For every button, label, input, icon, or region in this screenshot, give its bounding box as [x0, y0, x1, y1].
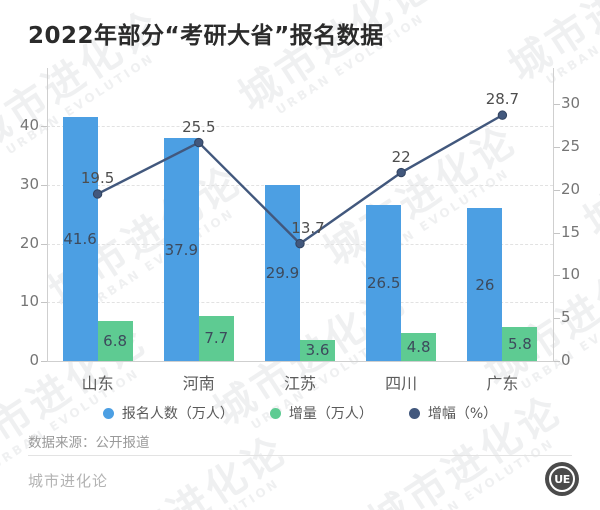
line-point — [497, 110, 508, 120]
left-axis-tick — [41, 302, 47, 304]
line-point — [295, 238, 305, 249]
bar-increase — [198, 315, 234, 361]
brand-logo-text: UE — [549, 466, 575, 492]
right-axis-tick-label: 25 — [561, 136, 581, 155]
right-axis-tick — [554, 275, 560, 277]
right-axis-tick — [554, 104, 560, 105]
brand-logo-icon: UE — [545, 462, 579, 496]
right-axis-tick — [554, 361, 560, 362]
left-axis-tick — [41, 184, 47, 186]
y-axis-left — [47, 68, 48, 361]
bar-increase-value: 6.8 — [103, 332, 128, 351]
bar-registrations — [163, 138, 199, 361]
legend-item: 报名人数（万人） — [102, 403, 234, 423]
legend-label: 报名人数（万人） — [121, 406, 234, 422]
bar-increase-value: 4.8 — [406, 337, 431, 356]
left-axis-tick-label: 40 — [19, 116, 39, 134]
legend-label: 增量（万人） — [288, 406, 373, 422]
right-axis-tick — [554, 318, 560, 320]
growth-rate-value: 19.5 — [80, 168, 115, 187]
category-label: 河南 — [182, 374, 215, 393]
footer-divider — [28, 455, 572, 456]
right-axis-tick-label: 10 — [561, 265, 581, 284]
bar-registrations-value: 29.9 — [265, 264, 300, 283]
growth-rate-value: 13.7 — [291, 218, 325, 237]
bar-increase — [502, 326, 538, 361]
legend-dot-icon — [102, 407, 114, 419]
bar-registrations-value: 26 — [475, 275, 495, 294]
bar-increase-value: 5.8 — [507, 334, 532, 353]
source-note: 数据来源：公开报道 — [28, 435, 150, 451]
bar-registrations — [366, 205, 402, 361]
growth-rate-value: 22 — [391, 147, 411, 166]
right-axis-tick — [554, 146, 560, 148]
category-label: 江苏 — [283, 374, 316, 393]
legend-item: 增幅（%） — [408, 403, 498, 423]
gridline — [47, 302, 553, 304]
watermark-en-text: URBAN EVOLUTION — [109, 463, 302, 510]
right-axis-tick — [554, 232, 560, 234]
footer-brand: 城市进化论 — [28, 472, 109, 490]
bar-increase — [401, 332, 437, 361]
line-point — [92, 189, 103, 199]
growth-rate-line — [92, 110, 508, 249]
category-label: 四川 — [385, 374, 418, 393]
left-axis-tick — [41, 361, 47, 362]
right-axis-tick-label: 0 — [561, 351, 571, 369]
bar-registrations — [467, 208, 503, 361]
bar-registrations — [62, 116, 98, 361]
left-axis-tick-label: 30 — [19, 174, 39, 193]
line-point — [396, 167, 406, 178]
left-axis-tick-label: 20 — [19, 233, 39, 252]
bar-increase — [97, 321, 133, 361]
category-label: 山东 — [81, 374, 114, 393]
legend-dot-icon — [408, 407, 420, 419]
line-point — [194, 137, 204, 148]
bar-registrations-value: 41.6 — [63, 229, 97, 248]
left-axis-tick-label: 0 — [29, 351, 39, 369]
chart-plot-area: 0 10 20 30 40 0 5 10 15 20 25 30 41.6 37.9 29.9 26.5 26 6… — [19, 68, 581, 393]
right-axis-tick-label: 15 — [561, 222, 581, 241]
y-axis-right — [553, 68, 554, 361]
page-title: 2022年部分“考研大省”报名数据 — [28, 23, 384, 49]
left-axis-tick-label: 10 — [19, 292, 39, 311]
x-axis — [47, 361, 554, 362]
left-axis-tick — [41, 126, 47, 127]
right-axis-tick — [554, 189, 560, 191]
bar-registrations-value: 37.9 — [164, 240, 198, 259]
bar-increase-value: 3.6 — [305, 341, 330, 360]
gridline — [47, 184, 553, 186]
growth-rate-value: 28.7 — [485, 90, 520, 109]
bar-increase-value: 7.7 — [204, 329, 229, 348]
category-label: 广东 — [486, 374, 519, 393]
gridline — [47, 126, 553, 127]
growth-rate-value: 25.5 — [182, 117, 216, 136]
right-axis-tick-label: 5 — [561, 308, 571, 327]
legend-item: 增量（万人） — [269, 403, 373, 423]
bar-registrations-value: 26.5 — [366, 274, 401, 293]
right-axis-tick-label: 20 — [561, 179, 581, 198]
legend-dot-icon — [269, 407, 281, 419]
right-axis-tick-label: 30 — [561, 94, 581, 112]
bar-increase — [300, 339, 335, 361]
left-axis-tick — [41, 243, 47, 245]
chart-legend: 报名人数（万人） 增量（万人） 增幅（%） — [0, 403, 600, 423]
legend-label: 增幅（%） — [427, 406, 498, 422]
